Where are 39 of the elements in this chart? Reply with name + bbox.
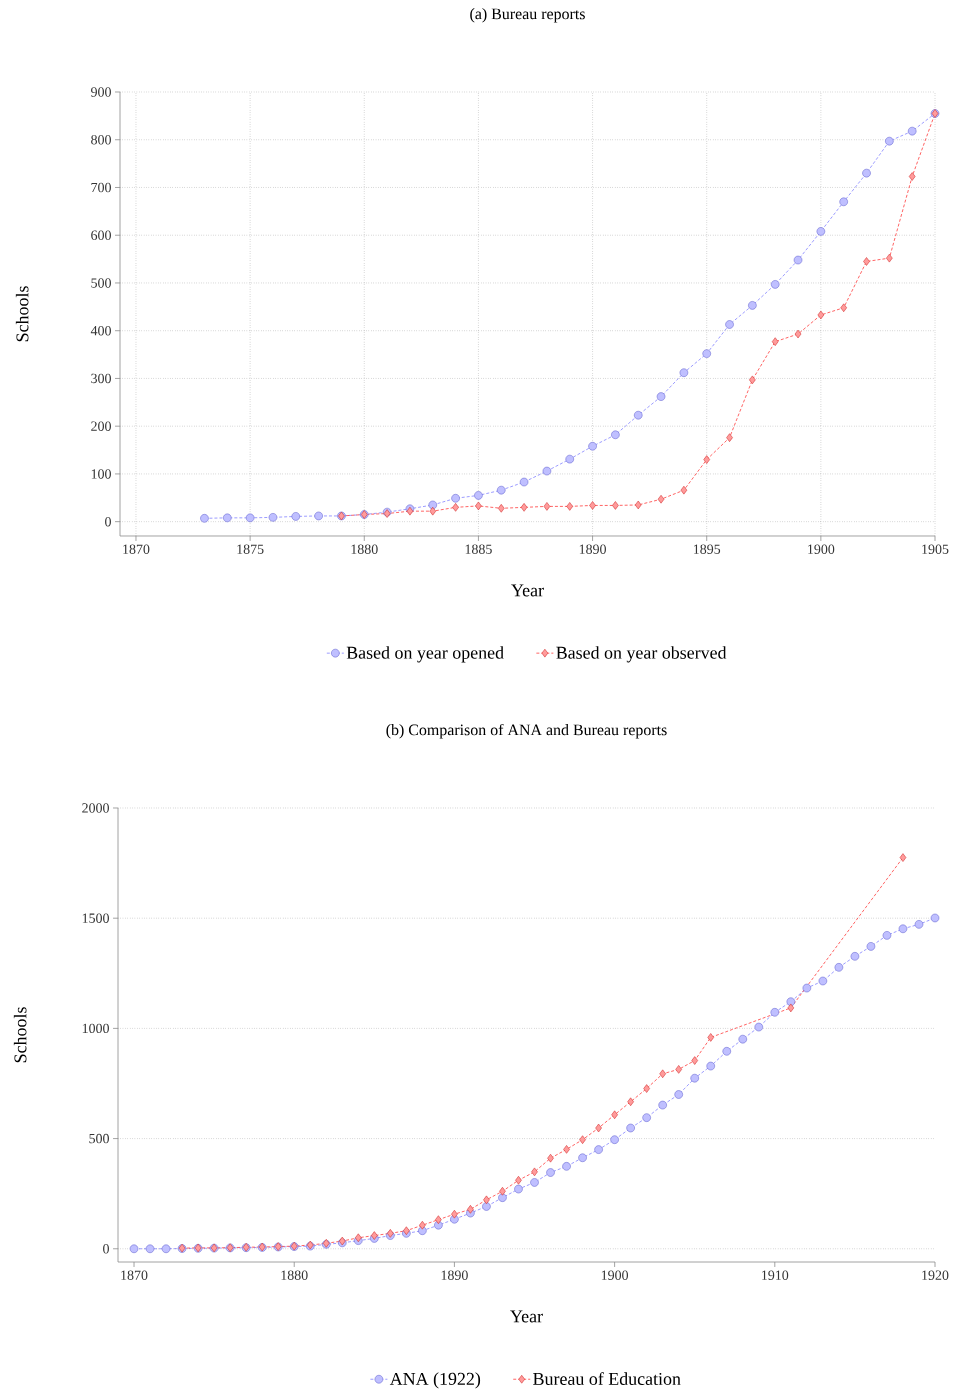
x-axis-title: Year — [511, 584, 544, 597]
chart-title: (a) Bureau reports — [470, 8, 585, 23]
x-tick-label: 1900 — [808, 544, 835, 554]
y-tick-label: 2000 — [82, 803, 109, 813]
y-tick-label: 500 — [91, 278, 111, 288]
x-tick-label: 1875 — [237, 544, 264, 554]
y-axis-title: Schools — [13, 1007, 27, 1063]
y-tick-label: 1500 — [82, 913, 109, 923]
y-tick-label: 700 — [91, 182, 111, 193]
x-tick-label: 1920 — [922, 1270, 949, 1280]
x-tick-label: 1905 — [922, 544, 949, 554]
legend-label: Based on year observed — [556, 646, 727, 663]
y-tick-label: 600 — [91, 230, 111, 240]
y-tick-label: 0 — [105, 516, 111, 527]
y-tick-label: 300 — [91, 373, 111, 384]
y-axis-title: Schools — [15, 286, 29, 342]
y-tick-label: 800 — [91, 135, 111, 145]
x-tick-label: 1880 — [281, 1270, 308, 1280]
y-tick-label: 900 — [91, 87, 111, 97]
x-tick-label: 1890 — [441, 1270, 468, 1280]
x-tick-label: 1870 — [121, 1270, 148, 1280]
y-tick-label: 500 — [89, 1133, 109, 1144]
x-axis-title: Year — [510, 1310, 543, 1323]
x-tick-label: 1870 — [123, 544, 150, 554]
y-tick-label: 100 — [91, 469, 111, 479]
y-tick-label: 400 — [90, 325, 111, 336]
y-tick-label: 1000 — [82, 1023, 109, 1034]
y-tick-label: 0 — [103, 1244, 109, 1254]
x-tick-label: 1895 — [693, 544, 721, 554]
legend-label: Based on year opened — [346, 646, 504, 663]
x-tick-label: 1910 — [762, 1270, 789, 1280]
x-tick-label: 1885 — [465, 544, 492, 554]
x-tick-label: 1890 — [579, 544, 606, 554]
y-tick-label: 200 — [91, 421, 111, 431]
chart-title: (b) Comparison of ANA and Bureau reports — [386, 723, 667, 739]
legend-label: ANA (1922) — [389, 1372, 481, 1389]
x-tick-label: 1900 — [601, 1270, 629, 1280]
legend-label: Bureau of Education — [533, 1372, 681, 1385]
x-tick-label: 1880 — [351, 544, 378, 554]
